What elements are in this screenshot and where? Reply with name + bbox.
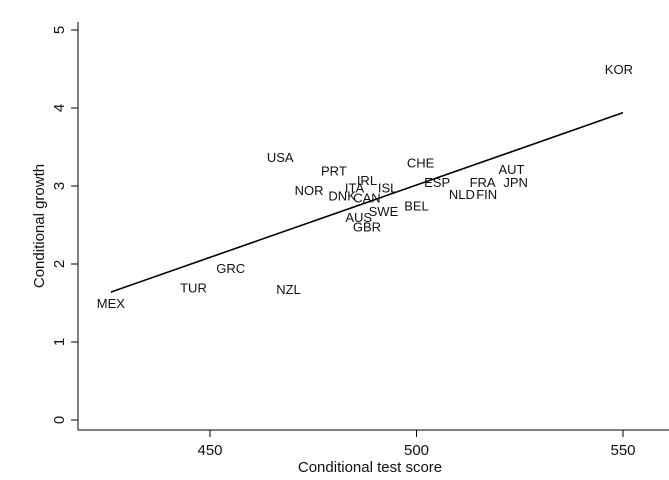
point-label-gbr: GBR: [353, 220, 381, 235]
point-label-esp: ESP: [424, 175, 450, 190]
point-label-swe: SWE: [369, 204, 399, 219]
point-label-nzl: NZL: [276, 282, 301, 297]
point-label-che: CHE: [407, 156, 435, 171]
y-tick-label: 1: [51, 338, 68, 346]
point-label-usa: USA: [267, 150, 294, 165]
point-label-jpn: JPN: [503, 175, 528, 190]
point-label-fin: FIN: [476, 187, 497, 202]
x-tick-label: 450: [197, 442, 222, 459]
y-tick-label: 3: [51, 182, 68, 190]
point-label-mex: MEX: [97, 296, 126, 311]
point-label-isl: ISL: [378, 181, 398, 196]
point-label-prt: PRT: [321, 163, 347, 178]
y-tick-label: 2: [51, 260, 68, 268]
point-label-irl: IRL: [357, 173, 377, 188]
point-label-nor: NOR: [295, 183, 324, 198]
point-label-fra: FRA: [470, 175, 496, 190]
y-axis-title: Conditional growth: [31, 164, 48, 288]
x-tick-label: 500: [404, 442, 429, 459]
y-tick-label: 4: [51, 104, 68, 112]
point-label-dnk: DNK: [328, 188, 356, 203]
point-label-aut: AUT: [498, 162, 524, 177]
fit-line: [110, 111, 624, 293]
point-label-nld: NLD: [449, 187, 475, 202]
y-tick-label: 5: [51, 26, 68, 34]
points-group: KOR USA CHE PRT AUT IRL ESP FRA JPN ITA ISL NOR DNKC…: [97, 62, 633, 311]
point-label-grc: GRC: [216, 261, 245, 276]
point-label-can: CAN: [353, 191, 380, 206]
point-label-kor: KOR: [605, 62, 633, 77]
point-label-aus: AUS: [345, 210, 372, 225]
fit-line-group: [110, 111, 624, 293]
point-label-bel: BEL: [404, 199, 429, 214]
x-tick-label: 550: [610, 442, 635, 459]
y-tick-label: 0: [51, 416, 68, 424]
axes: 450 500 550 0 1 2 3 4 5: [51, 22, 669, 459]
point-label-ita: ITA: [345, 181, 365, 196]
point-label-tur: TUR: [180, 280, 207, 295]
x-axis-title: Conditional test score: [298, 459, 442, 476]
